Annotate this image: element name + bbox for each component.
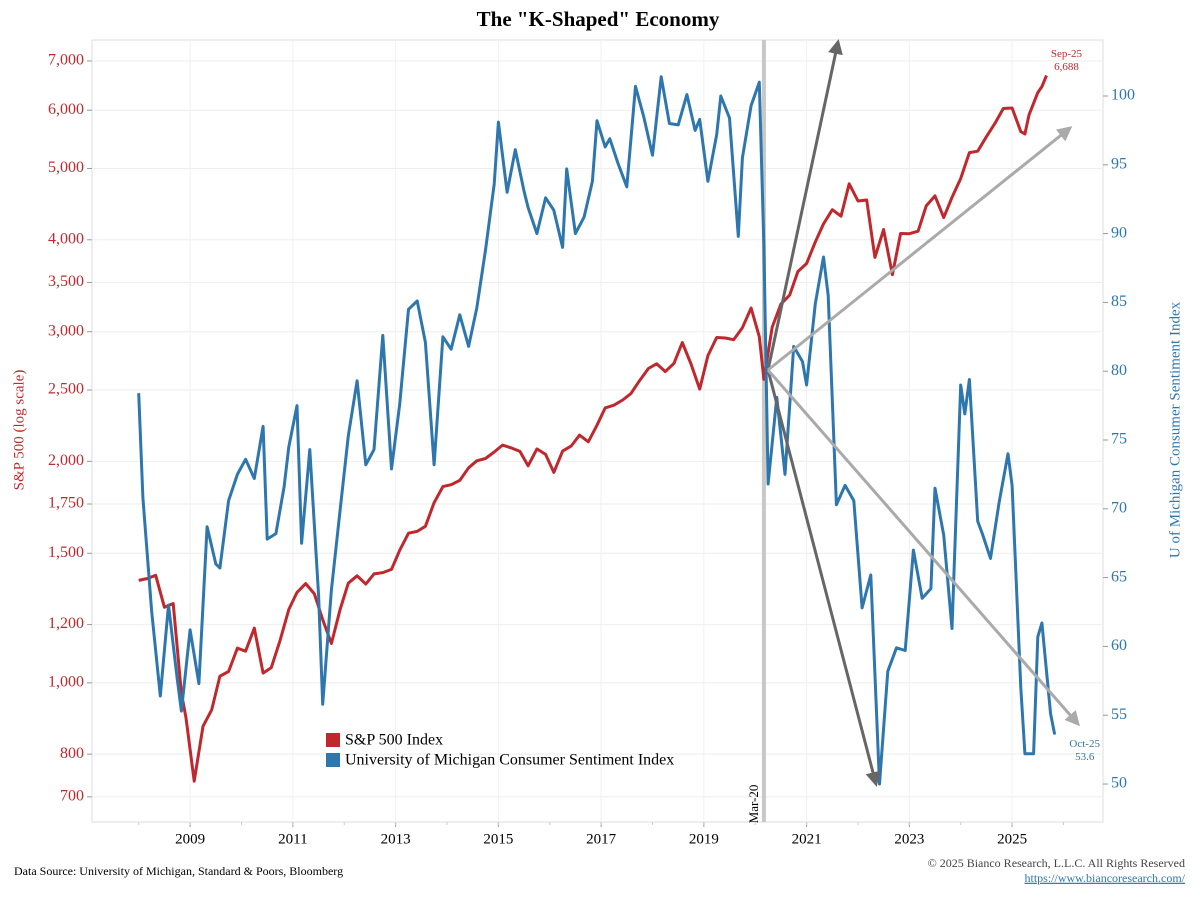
y-tick-label: 1,200 <box>48 615 84 632</box>
y2-tick-label: 55 <box>1111 706 1127 723</box>
y-tick-label: 7,000 <box>48 52 84 69</box>
x-tick-label: 2025 <box>997 831 1027 847</box>
y2-tick-label: 85 <box>1111 293 1127 310</box>
y2-tick-label: 50 <box>1111 775 1127 792</box>
legend-label: University of Michigan Consumer Sentimen… <box>345 752 674 769</box>
x-tick-label: 2013 <box>381 831 411 847</box>
y2-tick-label: 90 <box>1111 224 1127 241</box>
arrow <box>766 369 1080 727</box>
arrow <box>766 39 843 371</box>
y-tick-label: 3,500 <box>48 273 84 290</box>
y-tick-label: 1,000 <box>48 674 84 691</box>
x-tick-label: 2011 <box>278 831 307 847</box>
y-tick-label: 6,000 <box>48 101 84 118</box>
end-label: Sep-25 <box>1051 48 1083 60</box>
arrow <box>766 369 881 787</box>
y2-tick-label: 60 <box>1111 637 1127 654</box>
end-label: 6,688 <box>1054 61 1079 73</box>
y2-tick-label: 100 <box>1111 87 1135 104</box>
chart-title: The "K-Shaped" Economy <box>477 7 720 31</box>
y-tick-label: 4,000 <box>48 230 84 247</box>
y-tick-label: 800 <box>60 745 84 762</box>
x-tick-label: 2017 <box>586 831 617 847</box>
copyright: © 2025 Bianco Research, L.L.C. All Right… <box>928 856 1185 870</box>
y-tick-label: 5,000 <box>48 159 84 176</box>
y2-axis-title: U of Michigan Consumer Sentiment Index <box>1167 301 1183 558</box>
y2-tick-label: 80 <box>1111 362 1127 379</box>
grid-layer <box>87 40 1108 827</box>
x-tick-label: 2023 <box>894 831 924 847</box>
series-line <box>137 75 1057 786</box>
x-tick-label: 2009 <box>175 831 205 847</box>
legend-swatch <box>326 733 340 747</box>
y-tick-label: 3,000 <box>48 322 84 339</box>
series-layer <box>137 74 1057 786</box>
plot-frame <box>91 39 1104 823</box>
y-tick-label: 1,500 <box>48 544 84 561</box>
event-label: Mar-20 <box>746 785 761 824</box>
y-tick-label: 2,000 <box>48 452 84 469</box>
y-tick-label: 1,750 <box>48 495 84 512</box>
x-tick-label: 2015 <box>483 831 513 847</box>
legend-label: S&P 500 Index <box>345 732 443 749</box>
y-tick-label: 700 <box>60 788 84 805</box>
series-line <box>138 74 1048 783</box>
source-link[interactable]: https://www.biancoresearch.com/ <box>1024 871 1185 885</box>
y2-tick-label: 95 <box>1111 155 1127 172</box>
legend-swatch <box>326 753 340 767</box>
end-label: 53.6 <box>1075 751 1095 763</box>
x-tick-label: 2019 <box>689 831 719 847</box>
end-label: Oct-25 <box>1069 738 1100 750</box>
y2-tick-label: 65 <box>1111 568 1127 585</box>
y-tick-label: 2,500 <box>48 381 84 398</box>
arrow <box>767 126 1073 372</box>
source-note: Data Source: University of Michigan, Sta… <box>14 864 343 878</box>
y-axis-title: S&P 500 (log scale) <box>11 370 27 491</box>
x-tick-label: 2021 <box>792 831 822 847</box>
k-arrows <box>766 39 1080 787</box>
y2-tick-label: 75 <box>1111 431 1127 448</box>
y2-tick-label: 70 <box>1111 499 1127 516</box>
